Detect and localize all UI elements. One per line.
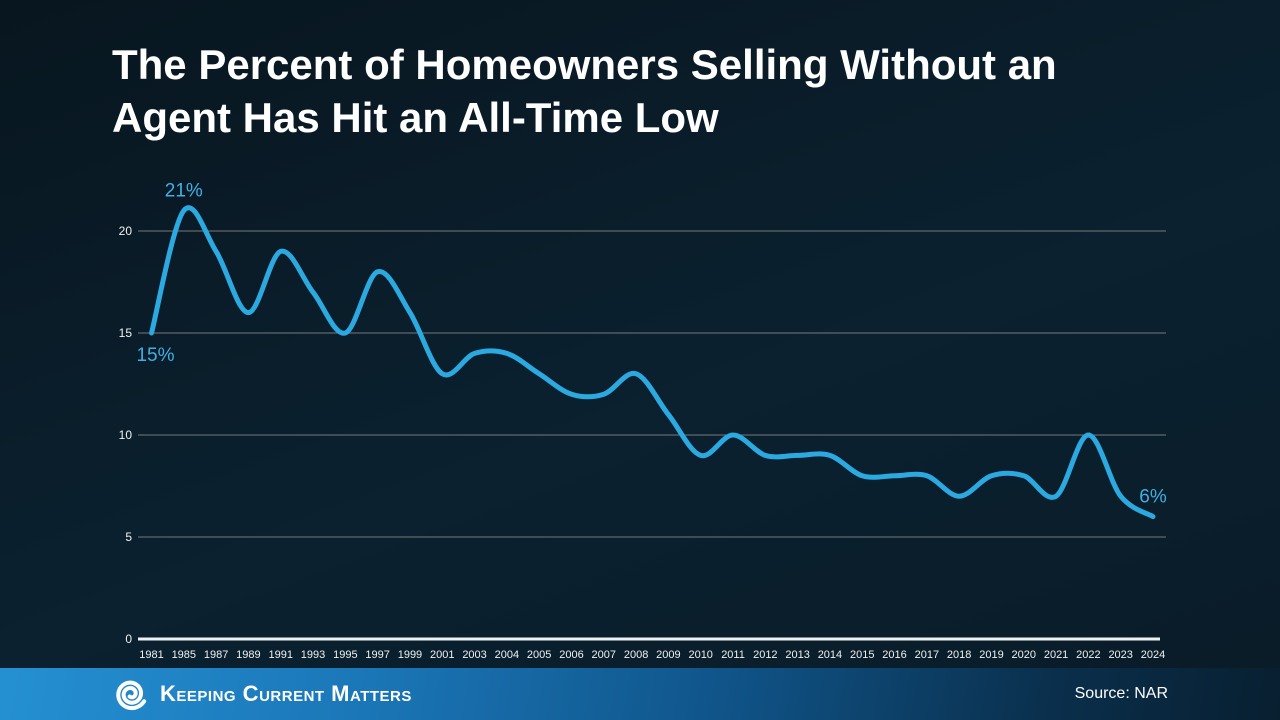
- x-tick-label-2011: 2011: [721, 649, 745, 661]
- x-tick-label-2021: 2021: [1044, 649, 1068, 661]
- fsbo-series-line: [149, 205, 1156, 520]
- x-tick-label-2023: 2023: [1108, 649, 1132, 661]
- y-tick-label-15: 15: [119, 326, 133, 340]
- x-tick-label-1995: 1995: [333, 649, 357, 661]
- x-tick-label-2014: 2014: [818, 649, 842, 661]
- x-tick-label-2015: 2015: [850, 649, 874, 661]
- y-tick-label-10: 10: [119, 428, 133, 442]
- x-tick-label-2006: 2006: [559, 649, 583, 661]
- source-label: Source: NAR: [1074, 685, 1168, 702]
- x-tick-label-1993: 1993: [301, 649, 325, 661]
- x-tick-label-2008: 2008: [624, 649, 648, 661]
- x-tick-label-1985: 1985: [172, 649, 196, 661]
- title-line-2: Agent Has Hit an All-Time Low: [112, 94, 719, 141]
- brand: Keeping Current Matters: [112, 675, 1075, 713]
- x-tick-label-2007: 2007: [592, 649, 616, 661]
- x-tick-label-2004: 2004: [495, 649, 519, 661]
- y-tick-label-0: 0: [125, 632, 132, 646]
- x-tick-label-2001: 2001: [430, 649, 454, 661]
- x-tick-label-2018: 2018: [947, 649, 971, 661]
- x-tick-label-2019: 2019: [979, 649, 1003, 661]
- x-tick-label-2016: 2016: [882, 649, 906, 661]
- y-tick-label-5: 5: [125, 530, 132, 544]
- x-tick-label-2013: 2013: [785, 649, 809, 661]
- kcm-spiral-logo-icon: [116, 680, 147, 711]
- x-tick-label-2010: 2010: [688, 649, 712, 661]
- x-tick-label-1991: 1991: [268, 649, 292, 661]
- x-tick-label-1981: 1981: [139, 649, 163, 661]
- x-tick-label-2005: 2005: [527, 649, 551, 661]
- x-tick-label-2009: 2009: [656, 649, 680, 661]
- x-tick-label-1989: 1989: [236, 649, 260, 661]
- x-tick-label-2020: 2020: [1012, 649, 1036, 661]
- x-tick-label-1987: 1987: [204, 649, 228, 661]
- x-tick-label-2024: 2024: [1141, 649, 1165, 661]
- y-tick-label-20: 20: [119, 224, 133, 238]
- data-label-2024: 6%: [1139, 487, 1167, 508]
- x-tick-label-2022: 2022: [1076, 649, 1100, 661]
- footer-bar: Keeping Current Matters Source: NAR: [0, 668, 1280, 720]
- x-tick-label-2012: 2012: [753, 649, 777, 661]
- data-label-1985: 21%: [165, 181, 203, 202]
- x-tick-label-1999: 1999: [398, 649, 422, 661]
- x-tick-label-2017: 2017: [915, 649, 939, 661]
- page-title: The Percent of Homeowners Selling Withou…: [112, 38, 1057, 144]
- x-tick-label-2003: 2003: [462, 649, 486, 661]
- data-label-1981: 15%: [136, 345, 174, 366]
- x-tick-label-1997: 1997: [365, 649, 389, 661]
- brand-name: Keeping Current Matters: [160, 681, 412, 706]
- title-line-1: The Percent of Homeowners Selling Withou…: [112, 41, 1057, 88]
